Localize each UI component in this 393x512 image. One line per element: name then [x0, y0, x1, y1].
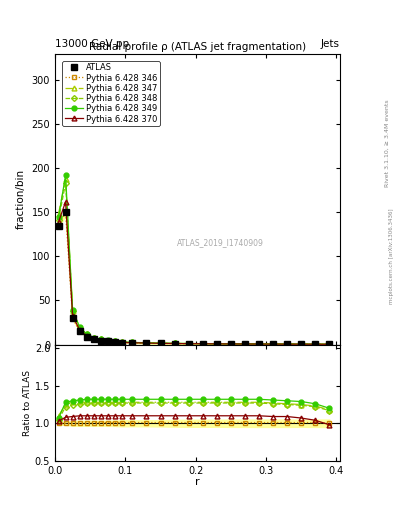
- Text: mcplots.cern.ch [arXiv:1306.3436]: mcplots.cern.ch [arXiv:1306.3436]: [389, 208, 393, 304]
- Title: Radial profile ρ (ATLAS jet fragmentation): Radial profile ρ (ATLAS jet fragmentatio…: [89, 41, 306, 52]
- X-axis label: r: r: [195, 477, 200, 487]
- Legend: ATLAS, Pythia 6.428 346, Pythia 6.428 347, Pythia 6.428 348, Pythia 6.428 349, P: ATLAS, Pythia 6.428 346, Pythia 6.428 34…: [62, 61, 160, 126]
- Text: Rivet 3.1.10, ≥ 3.4M events: Rivet 3.1.10, ≥ 3.4M events: [385, 99, 389, 187]
- Text: ATLAS_2019_I1740909: ATLAS_2019_I1740909: [177, 238, 264, 247]
- Text: 13000 GeV pp: 13000 GeV pp: [55, 38, 129, 49]
- Y-axis label: fraction/bin: fraction/bin: [16, 169, 26, 229]
- Text: Jets: Jets: [321, 38, 340, 49]
- Y-axis label: Ratio to ATLAS: Ratio to ATLAS: [23, 370, 32, 436]
